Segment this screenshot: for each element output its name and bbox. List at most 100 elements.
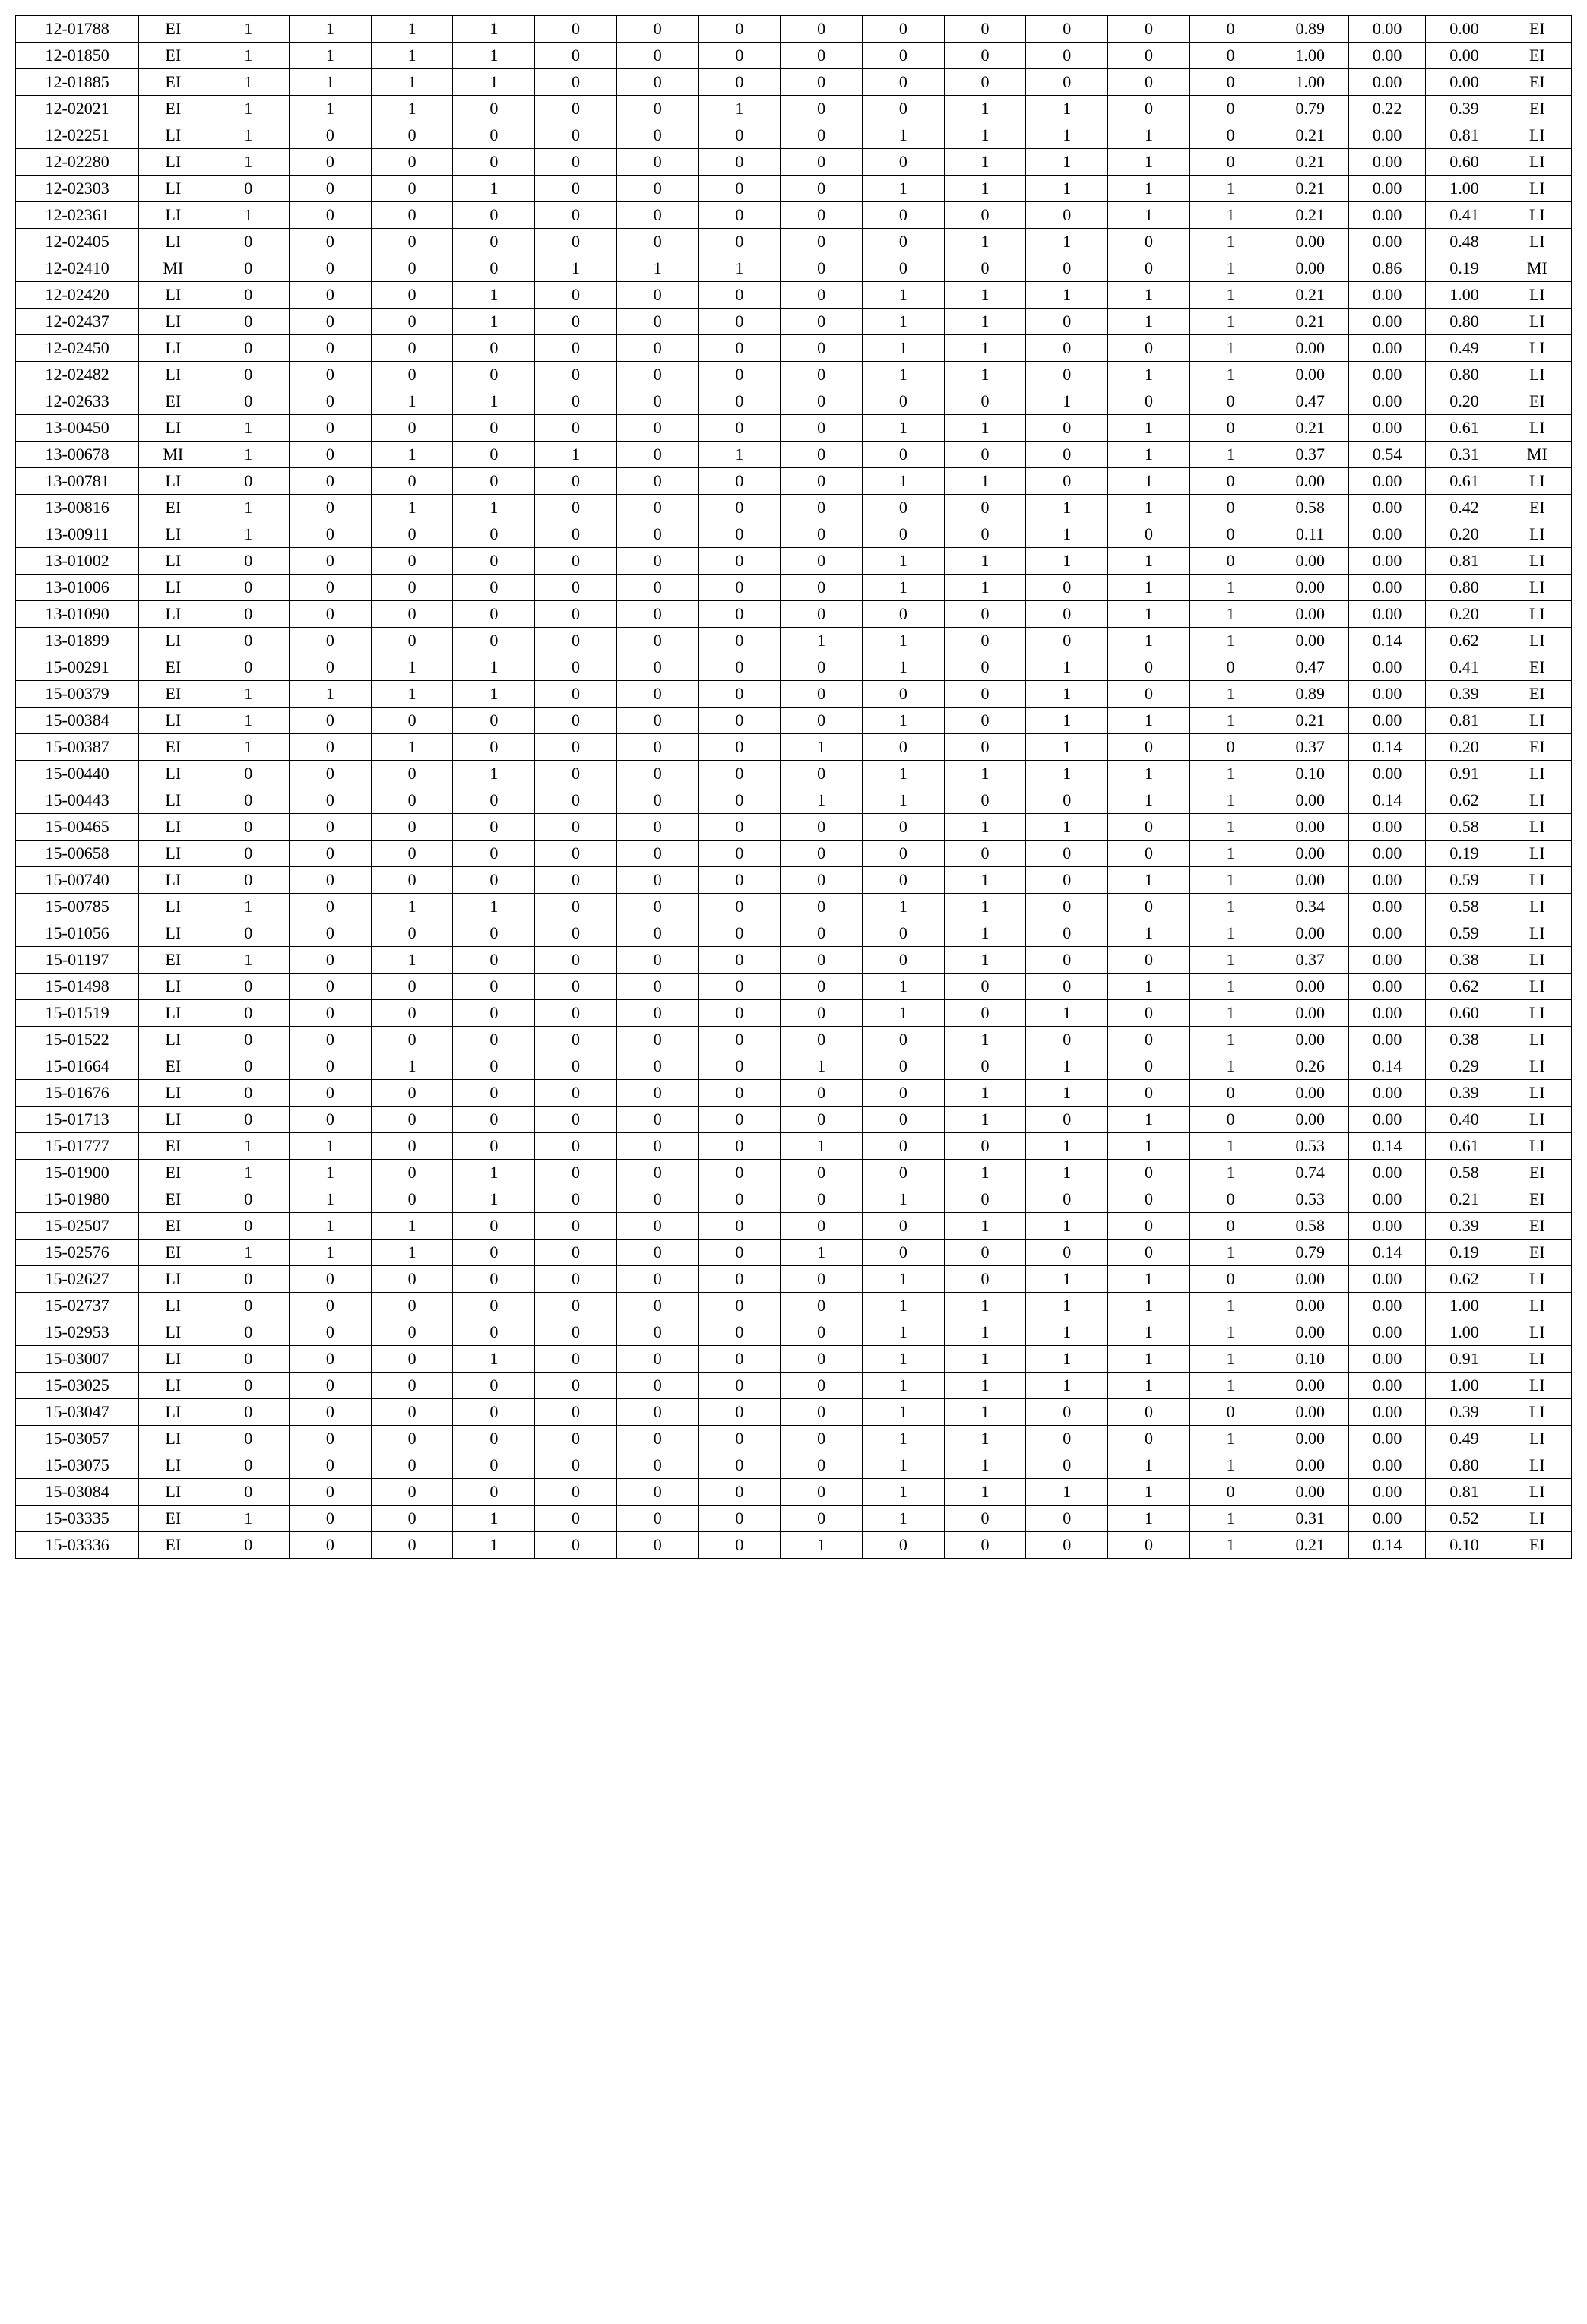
table-row: 12-02280LI10000000011100.210.000.60LI [16,149,1572,176]
table-row: 15-01522LI00000000010010.000.000.38LI [16,1027,1572,1053]
table-cell: 1 [944,1426,1026,1452]
table-cell: 0 [944,601,1026,628]
table-cell: 1 [290,43,372,69]
table-row: 15-01900EI11010000011010.740.000.58EI [16,1160,1572,1186]
table-row: 15-03025LI00000000111110.000.001.00LI [16,1373,1572,1399]
table-cell: 0 [290,654,372,681]
table-cell: 0 [1189,149,1272,176]
table-cell: 1 [944,1452,1026,1479]
table-cell: 0 [453,96,535,122]
table-cell: 1 [453,282,535,309]
table-cell: 0 [371,1000,453,1027]
table-cell: 0 [371,1027,453,1053]
table-cell: 0 [207,1213,290,1240]
table-cell: LI [1503,974,1571,1000]
table-cell: 12-01885 [16,69,139,96]
table-cell: 0 [1026,575,1108,601]
table-cell: 0 [944,974,1026,1000]
table-cell: 0 [781,654,863,681]
table-cell: LI [139,841,207,867]
table-cell: 0 [290,1319,372,1346]
table-cell: 13-01899 [16,628,139,654]
table-cell: 0 [616,309,698,335]
table-cell: 1 [453,388,535,415]
table-cell: LI [139,1426,207,1452]
table-cell: 0 [207,974,290,1000]
table-cell: LI [1503,1373,1571,1399]
table-cell: LI [139,282,207,309]
table-cell: 0.00 [1272,229,1348,255]
table-cell: 1 [290,681,372,708]
table-cell: 0 [371,149,453,176]
table-cell: 0 [453,867,535,894]
table-cell: 0 [453,1373,535,1399]
table-cell: 0 [1189,415,1272,442]
table-cell: 1 [944,309,1026,335]
table-row: 15-03007LI00010000111110.100.000.91LI [16,1346,1572,1373]
table-cell: 0 [944,1506,1026,1532]
table-cell: 0 [207,1266,290,1293]
table-cell: 0 [1026,1186,1108,1213]
table-cell: LI [139,1479,207,1506]
table-cell: 0.11 [1272,521,1348,548]
table-cell: EI [139,16,207,43]
table-row: 15-01664EI00100001001010.260.140.29LI [16,1053,1572,1080]
table-cell: 1 [862,708,944,734]
table-cell: 0.00 [1272,814,1348,841]
table-cell: 1 [944,1027,1026,1053]
table-cell: 1 [944,335,1026,362]
table-cell: 0 [616,974,698,1000]
table-cell: 0 [453,442,535,468]
table-cell: 0 [1108,1053,1190,1080]
table-cell: 0.42 [1426,495,1503,521]
table-cell: 0.14 [1348,1053,1425,1080]
table-cell: 1 [862,122,944,149]
table-cell: 0 [371,521,453,548]
table-row: 12-02361LI10000000000110.210.000.41LI [16,202,1572,229]
table-cell: 0 [781,1027,863,1053]
table-cell: 0 [698,920,781,947]
table-cell: 0 [207,229,290,255]
table-cell: 0 [781,16,863,43]
table-cell: 15-00443 [16,787,139,814]
table-cell: 0 [944,255,1026,282]
table-cell: 0 [207,1479,290,1506]
table-row: 15-03075LI00000000110110.000.000.80LI [16,1452,1572,1479]
table-cell: 0 [371,787,453,814]
table-cell: 0 [616,282,698,309]
table-cell: 1 [781,1532,863,1559]
table-cell: 0 [207,1080,290,1107]
table-cell: 15-01664 [16,1053,139,1080]
table-cell: 0.00 [1272,1107,1348,1133]
table-cell: 0 [371,1080,453,1107]
table-cell: 0.61 [1426,1133,1503,1160]
table-cell: 1 [944,894,1026,920]
table-row: 12-01885EI11110000000001.000.000.00EI [16,69,1572,96]
table-cell: 0 [371,468,453,495]
table-cell: 0.00 [1272,628,1348,654]
table-cell: 1 [207,1240,290,1266]
table-cell: 0 [781,282,863,309]
table-cell: 0 [453,1053,535,1080]
table-cell: 0 [535,1479,617,1506]
table-cell: 1 [1108,1319,1190,1346]
table-cell: 1 [1189,1053,1272,1080]
table-cell: 1 [1026,1080,1108,1107]
table-cell: 1 [1026,761,1108,787]
table-cell: 0 [698,362,781,388]
table-cell: 0 [781,761,863,787]
table-cell: 0 [862,681,944,708]
table-cell: 0.00 [1348,1506,1425,1532]
table-cell: 1 [944,122,1026,149]
table-cell: 1 [290,1160,372,1186]
table-cell: 0 [1189,654,1272,681]
table-cell: 0 [1108,1080,1190,1107]
table-cell: 0 [371,282,453,309]
table-cell: EI [139,1213,207,1240]
table-cell: 0 [207,1452,290,1479]
table-row: 15-01056LI00000000010110.000.000.59LI [16,920,1572,947]
table-cell: 0 [781,867,863,894]
table-cell: 0 [781,468,863,495]
table-cell: 1 [1189,867,1272,894]
table-cell: 0 [781,521,863,548]
